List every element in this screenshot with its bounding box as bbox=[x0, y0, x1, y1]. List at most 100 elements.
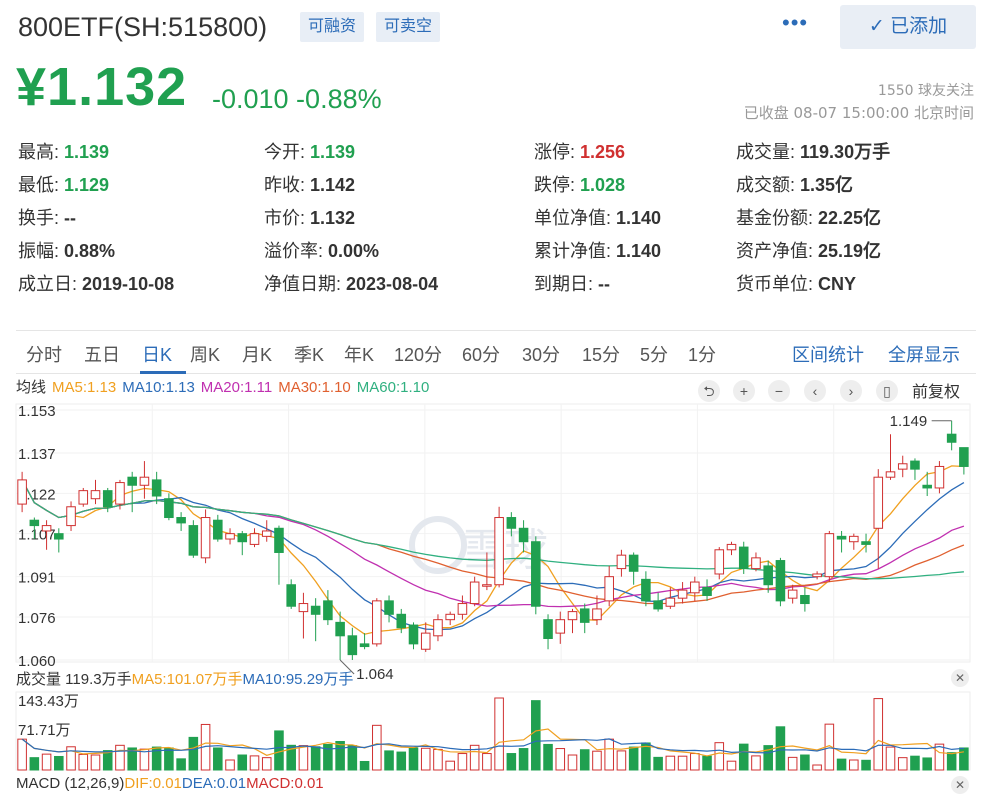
volume-bar bbox=[726, 760, 737, 771]
volume-bar bbox=[849, 759, 859, 771]
candle-body bbox=[298, 603, 309, 613]
volume-bar bbox=[213, 747, 223, 771]
market-status: 已收盘 08-07 15:00:00 北京时间 bbox=[743, 104, 974, 122]
candle-type-icon[interactable]: ▯ bbox=[876, 380, 898, 402]
margin-tag[interactable]: 可融资 bbox=[300, 12, 365, 42]
tab-12[interactable]: 1分 bbox=[688, 345, 717, 365]
volume-bar bbox=[543, 743, 553, 771]
next-icon[interactable]: › bbox=[840, 380, 862, 402]
candle-body bbox=[959, 447, 969, 467]
candle-body bbox=[555, 619, 566, 634]
close-volume-icon[interactable]: ✕ bbox=[951, 669, 969, 687]
stat-label: 资产净值: bbox=[736, 241, 819, 261]
volume-bar bbox=[861, 759, 871, 771]
reset-icon[interactable]: ⮌ bbox=[698, 380, 720, 402]
tab-4[interactable]: 月K bbox=[242, 345, 273, 365]
candle-body bbox=[225, 533, 235, 540]
tab-10[interactable]: 15分 bbox=[582, 345, 621, 365]
tab-1[interactable]: 五日 bbox=[84, 345, 120, 365]
candle-body bbox=[738, 546, 749, 570]
candle-body bbox=[494, 517, 504, 586]
tab-9[interactable]: 30分 bbox=[522, 345, 561, 365]
candle-body bbox=[323, 600, 333, 621]
volume-bar bbox=[628, 746, 639, 771]
ma-item-5: MA60:1.10 bbox=[356, 379, 430, 396]
volume-bar bbox=[433, 748, 443, 771]
candle-body bbox=[164, 498, 174, 519]
candle-body bbox=[127, 476, 137, 486]
tab-8[interactable]: 60分 bbox=[462, 345, 501, 365]
volume-bar bbox=[506, 753, 517, 771]
stat-item: 到期日: -- bbox=[534, 270, 610, 296]
volume-bar bbox=[90, 754, 101, 771]
ma-item-2: MA10:1.13 bbox=[122, 379, 195, 396]
price-change: -0.010 -0.88% bbox=[212, 84, 382, 114]
high-annotation: 1.149 bbox=[890, 413, 928, 430]
candle-body bbox=[151, 479, 162, 497]
close-macd-icon[interactable]: ✕ bbox=[951, 776, 969, 794]
volume-bar bbox=[959, 747, 969, 771]
short-tag[interactable]: 可卖空 bbox=[376, 12, 441, 42]
tab-0[interactable]: 分时 bbox=[26, 345, 62, 365]
volume-ma-10 bbox=[21, 738, 964, 754]
candle-body bbox=[372, 600, 382, 645]
stat-item: 昨收: 1.142 bbox=[264, 171, 355, 197]
added-button[interactable]: ✓ 已添加 bbox=[840, 5, 976, 49]
candle-body bbox=[714, 549, 725, 575]
volume-bar bbox=[616, 750, 627, 771]
tab-11[interactable]: 5分 bbox=[640, 345, 669, 365]
volume-bar bbox=[323, 743, 333, 771]
candle-body bbox=[433, 619, 443, 637]
ma-item-0: 均线 bbox=[16, 379, 47, 396]
followers-count[interactable]: 1550 球友关注 bbox=[877, 83, 974, 99]
stat-label: 市价: bbox=[264, 208, 311, 228]
zoom-out-icon[interactable]: − bbox=[768, 380, 790, 402]
candle-body bbox=[946, 433, 957, 443]
tab-2[interactable]: 日K bbox=[142, 345, 173, 365]
volume-tick-label: 71.71万 bbox=[18, 722, 71, 739]
candle-body bbox=[897, 463, 908, 470]
watermark-logo bbox=[409, 516, 467, 574]
fullscreen-button[interactable]: 全屏显示 bbox=[888, 345, 960, 365]
zoom-in-icon[interactable]: + bbox=[733, 380, 755, 402]
tab-3[interactable]: 周K bbox=[190, 345, 221, 365]
stat-item: 跌停: 1.028 bbox=[534, 171, 625, 197]
stat-value: 1.140 bbox=[616, 241, 662, 261]
volume-bar bbox=[738, 743, 749, 771]
fuquan-toggle[interactable]: 前复权 bbox=[912, 384, 961, 401]
tab-5[interactable]: 季K bbox=[294, 345, 325, 365]
more-icon[interactable]: ••• bbox=[782, 10, 809, 35]
stat-label: 到期日: bbox=[534, 274, 599, 294]
tab-7[interactable]: 120分 bbox=[394, 345, 443, 365]
volume-bar bbox=[17, 738, 27, 771]
stat-value: 119.30万手 bbox=[800, 142, 891, 162]
volume-bar bbox=[359, 760, 370, 771]
volume-bar bbox=[66, 746, 76, 771]
stat-value: 1.028 bbox=[580, 175, 626, 195]
added-label: 已添加 bbox=[890, 16, 948, 37]
stat-item: 货币单位: CNY bbox=[736, 270, 856, 296]
volume-bar bbox=[482, 753, 492, 771]
prev-icon[interactable]: ‹ bbox=[804, 380, 826, 402]
stat-label: 累计净值: bbox=[534, 241, 617, 261]
candle-body bbox=[102, 490, 113, 508]
stat-value: 25.19亿 bbox=[818, 241, 882, 261]
stat-value: 1.139 bbox=[310, 142, 356, 162]
range-stats-button[interactable]: 区间统计 bbox=[792, 345, 864, 365]
candle-body bbox=[690, 581, 700, 594]
volume-bar bbox=[787, 756, 798, 771]
tab-6[interactable]: 年K bbox=[344, 345, 375, 365]
volume-bar bbox=[836, 758, 847, 771]
ma-line-60 bbox=[21, 479, 964, 580]
ma-line-10 bbox=[21, 479, 965, 631]
check-icon: ✓ bbox=[868, 16, 885, 37]
candle-body bbox=[200, 517, 211, 559]
active-tab-underline bbox=[140, 371, 186, 374]
vol-item-0: 成交量 119.3万手 bbox=[16, 671, 132, 688]
stat-value: 1.129 bbox=[64, 175, 110, 195]
volume-bar bbox=[653, 756, 663, 771]
stat-item: 基金份额: 22.25亿 bbox=[736, 204, 881, 230]
volume-bar bbox=[469, 744, 480, 771]
candle-body bbox=[249, 533, 260, 545]
